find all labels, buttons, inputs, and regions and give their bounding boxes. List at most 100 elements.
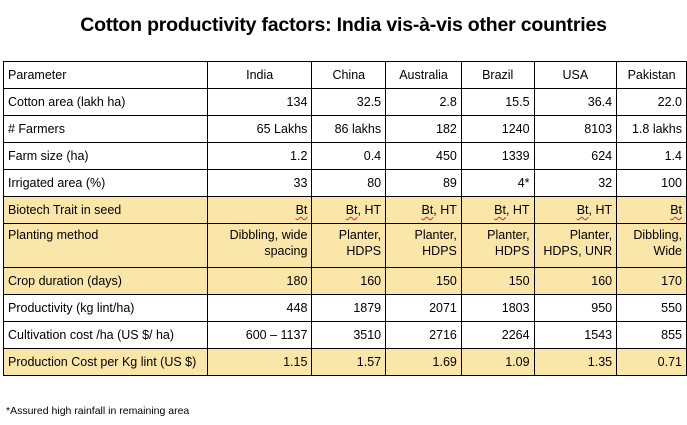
value-cell: 600 – 1137 bbox=[206, 321, 313, 349]
value-cell: 150 bbox=[385, 267, 462, 295]
row-label-cell: Planting method bbox=[3, 223, 208, 268]
value-cell: Bt, HT bbox=[311, 196, 387, 224]
value-cell: 22.0 bbox=[616, 88, 687, 116]
value-cell: 182 bbox=[385, 115, 462, 143]
value-cell: 134 bbox=[206, 88, 313, 116]
value-cell: 33 bbox=[206, 169, 313, 197]
value-cell: Bt, HT bbox=[533, 196, 618, 224]
table-body: Cotton area (lakh ha) 134 32.5 2.8 15.5 36.4 2… bbox=[3, 88, 687, 376]
bt-trait-text: Bt bbox=[576, 203, 589, 217]
value-cell: 624 bbox=[533, 142, 618, 170]
value-cell: 80 bbox=[311, 169, 387, 197]
table-row: Cultivation cost /ha (US $/ ha) 600 – 113… bbox=[3, 321, 687, 349]
value-cell: 170 bbox=[616, 267, 687, 295]
ht-trait-text: , HT bbox=[357, 203, 382, 217]
table-row: Cotton area (lakh ha) 134 32.5 2.8 15.5 36.4 2… bbox=[3, 88, 687, 116]
value-cell: 1.69 bbox=[385, 348, 462, 376]
bt-trait-text: Bt bbox=[670, 203, 682, 217]
value-cell: 1.15 bbox=[206, 348, 313, 376]
value-cell: Bt, HT bbox=[460, 196, 535, 224]
row-label-cell: Cultivation cost /ha (US $/ ha) bbox=[3, 321, 208, 349]
header-cell-parameter: Parameter bbox=[3, 61, 208, 89]
row-label-cell: # Farmers bbox=[3, 115, 208, 143]
table-row: Productivity (kg lint/ha) 448 1879 2071 1803… bbox=[3, 294, 687, 322]
row-label-cell: Cotton area (lakh ha) bbox=[3, 88, 208, 116]
value-cell: Dibbling, wide spacing bbox=[206, 223, 313, 268]
value-cell: 160 bbox=[533, 267, 618, 295]
value-cell: 1.35 bbox=[533, 348, 618, 376]
value-cell: Planter, HDPS bbox=[460, 223, 535, 268]
ht-trait-text: , HT bbox=[505, 203, 530, 217]
value-cell: 2716 bbox=[385, 321, 462, 349]
header-cell-pakistan: Pakistan bbox=[616, 61, 687, 89]
table-row: Biotech Trait in seed Bt Bt, HT Bt, HT Bt, H… bbox=[3, 196, 687, 224]
bt-trait-text: Bt bbox=[421, 203, 434, 217]
value-cell: 2264 bbox=[460, 321, 535, 349]
value-cell: 1803 bbox=[460, 294, 535, 322]
value-cell: 180 bbox=[206, 267, 313, 295]
bt-trait-text: Bt bbox=[345, 203, 358, 217]
value-cell: 4* bbox=[460, 169, 535, 197]
value-cell: 1879 bbox=[311, 294, 387, 322]
table-row: Planting method Dibbling, wide spacing Pla… bbox=[3, 223, 687, 268]
value-cell: 950 bbox=[533, 294, 618, 322]
table-row: Irrigated area (%) 33 80 89 4* 32 100 bbox=[3, 169, 687, 197]
value-cell: 855 bbox=[616, 321, 687, 349]
value-cell: Bt, HT bbox=[385, 196, 462, 224]
row-label-cell: Crop duration (days) bbox=[3, 267, 208, 295]
value-cell: Planter, HDPS bbox=[311, 223, 387, 268]
page-title: Cotton productivity factors: India vis-à… bbox=[80, 14, 607, 36]
row-label-cell: Productivity (kg lint/ha) bbox=[3, 294, 208, 322]
value-cell: 160 bbox=[311, 267, 387, 295]
value-cell: 1339 bbox=[460, 142, 535, 170]
footnote: *Assured high rainfall in remaining area bbox=[6, 405, 190, 417]
value-cell: Bt bbox=[616, 196, 687, 224]
table-row: # Farmers 65 Lakhs 86 lakhs 182 1240 8103 1.8 … bbox=[3, 115, 687, 143]
row-label-cell: Farm size (ha) bbox=[3, 142, 208, 170]
value-cell: 150 bbox=[460, 267, 535, 295]
value-cell: Planter, HDPS bbox=[385, 223, 462, 268]
value-cell: 65 Lakhs bbox=[206, 115, 313, 143]
value-cell: Bt bbox=[206, 196, 313, 224]
value-cell: Dibbling, Wide bbox=[616, 223, 687, 268]
value-cell: 450 bbox=[385, 142, 462, 170]
value-cell: 3510 bbox=[311, 321, 387, 349]
bt-trait-text: Bt bbox=[295, 203, 308, 217]
value-cell: 2071 bbox=[385, 294, 462, 322]
value-cell: 448 bbox=[206, 294, 313, 322]
value-cell: 1.09 bbox=[460, 348, 535, 376]
header-cell-india: India bbox=[206, 61, 313, 89]
value-cell: 86 lakhs bbox=[311, 115, 387, 143]
value-cell: 100 bbox=[616, 169, 687, 197]
header-cell-usa: USA bbox=[533, 61, 618, 89]
table-row: Crop duration (days) 180 160 150 150 160 170 bbox=[3, 267, 687, 295]
value-cell: 15.5 bbox=[460, 88, 535, 116]
value-cell: 1.2 bbox=[206, 142, 313, 170]
value-cell: 36.4 bbox=[533, 88, 618, 116]
value-cell: Planter, HDPS, UNR bbox=[533, 223, 618, 268]
bt-trait-text: Bt bbox=[494, 203, 506, 217]
table-header-row: Parameter India China Australia Brazil U… bbox=[3, 61, 687, 89]
ht-trait-text: , HT bbox=[588, 203, 613, 217]
value-cell: 32 bbox=[533, 169, 618, 197]
value-cell: 550 bbox=[616, 294, 687, 322]
value-cell: 0.4 bbox=[311, 142, 387, 170]
value-cell: 2.8 bbox=[385, 88, 462, 116]
value-cell: 89 bbox=[385, 169, 462, 197]
value-cell: 8103 bbox=[533, 115, 618, 143]
row-label-cell: Irrigated area (%) bbox=[3, 169, 208, 197]
value-cell: 1.8 lakhs bbox=[616, 115, 687, 143]
value-cell: 1.57 bbox=[311, 348, 387, 376]
header-cell-australia: Australia bbox=[385, 61, 462, 89]
header-cell-brazil: Brazil bbox=[460, 61, 535, 89]
table-row: Farm size (ha) 1.2 0.4 450 1339 624 1.4 bbox=[3, 142, 687, 170]
row-label-cell: Biotech Trait in seed bbox=[3, 196, 208, 224]
comparison-table: Parameter India China Australia Brazil U… bbox=[3, 61, 687, 376]
ht-trait-text: , HT bbox=[433, 203, 457, 217]
header-cell-china: China bbox=[311, 61, 387, 89]
table-row: Production Cost per Kg lint (US $) 1.15 1.… bbox=[3, 348, 687, 376]
value-cell: 0.71 bbox=[616, 348, 687, 376]
value-cell: 32.5 bbox=[311, 88, 387, 116]
row-label-cell: Production Cost per Kg lint (US $) bbox=[3, 348, 208, 376]
value-cell: 1240 bbox=[460, 115, 535, 143]
